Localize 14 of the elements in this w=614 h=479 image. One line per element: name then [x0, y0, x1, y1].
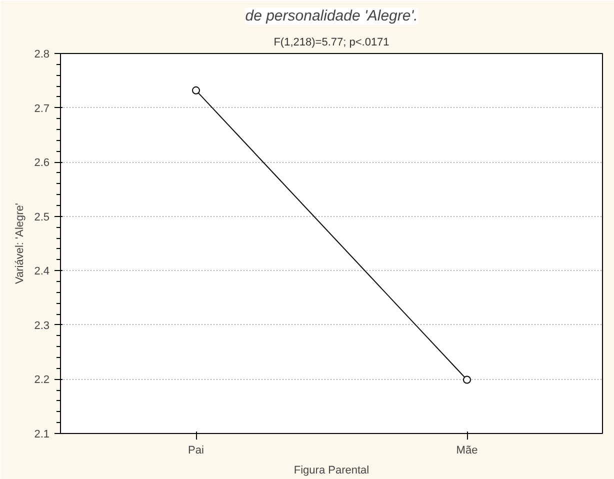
chart-title: de personalidade 'Alegre'.: [245, 8, 418, 24]
y-tick-label: 2.4: [34, 266, 50, 278]
y-tick-label: 2.1: [34, 428, 50, 440]
y-tick-label: 2.7: [34, 102, 50, 115]
y-tick-label: 2.3: [34, 320, 50, 332]
y-tick-label: 2.8: [34, 48, 50, 60]
x-axis-title: Figura Parental: [294, 464, 370, 476]
y-tick-label: 2.6: [34, 157, 50, 170]
chart-subtitle: F(1,218)=5.77; p<.0171: [274, 36, 390, 48]
x-tick-label: Mãe: [456, 444, 478, 456]
x-tick-label: Pai: [188, 444, 204, 456]
y-tick-label: 2.5: [34, 211, 50, 224]
y-tick-label: 2.2: [34, 374, 50, 386]
y-axis-title: Variável: 'Alegre': [14, 202, 26, 284]
